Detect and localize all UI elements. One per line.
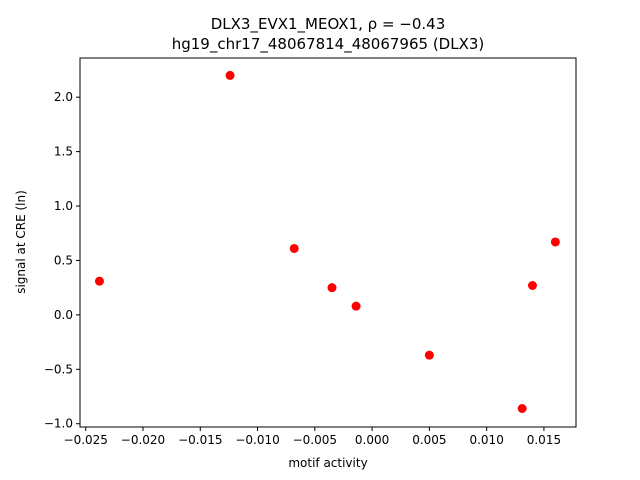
y-tick-label: 0.0 [54,308,73,322]
data-point [527,280,537,290]
data-point [550,237,560,247]
data-point [94,276,104,286]
x-tick-label: 0.010 [469,433,503,447]
data-point [424,350,434,360]
chart-title-line-2: hg19_chr17_48067814_48067965 (DLX3) [172,35,485,54]
x-tick-label: 0.015 [527,433,561,447]
data-point [289,243,299,253]
x-tick-label: −0.020 [121,433,165,447]
y-tick-label: 2.0 [54,90,73,104]
data-point [327,283,337,293]
x-tick-label: 0.005 [412,433,446,447]
data-point [351,301,361,311]
data-point [225,70,235,80]
y-tick-label: −1.0 [44,417,73,431]
plot-frame [79,57,577,428]
x-tick-label: −0.010 [235,433,279,447]
x-tick-label: −0.015 [178,433,222,447]
y-tick-label: 1.0 [54,199,73,213]
x-axis-ticks: −0.025 −0.020 −0.015 −0.010 −0.005 0.000 0.005… [64,427,561,447]
x-tick-label: −0.025 [64,433,108,447]
data-points [94,70,560,413]
chart-title-line-1: DLX3_EVX1_MEOX1, ρ = −0.43 [211,15,446,34]
x-tick-label: −0.005 [293,433,337,447]
y-tick-label: 1.5 [54,145,73,159]
y-tick-label: −0.5 [44,362,73,376]
x-axis-label: motif activity [288,456,367,470]
y-axis-ticks: −1.0 −0.5 0.0 0.5 1.0 1.5 2.0 [44,90,80,431]
plot-area [80,58,576,427]
x-tick-label: 0.000 [355,433,389,447]
y-axis-label: signal at CRE (ln) [14,190,28,294]
data-point [517,403,527,413]
y-tick-label: 0.5 [54,253,73,267]
